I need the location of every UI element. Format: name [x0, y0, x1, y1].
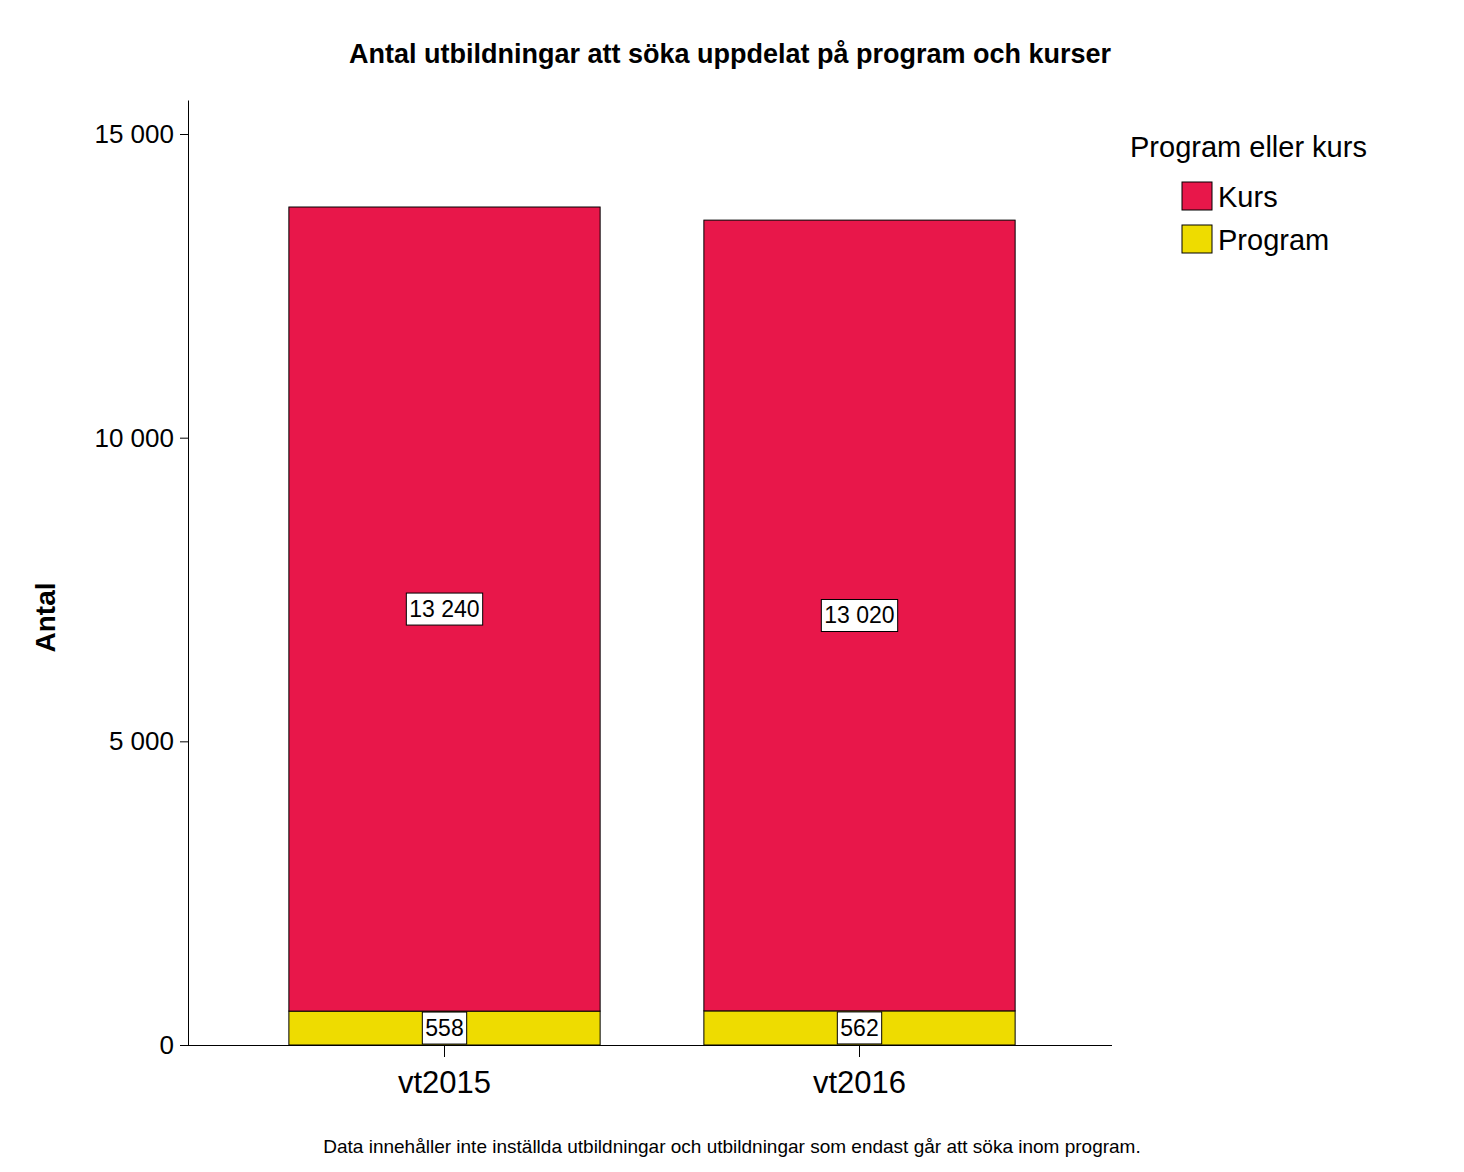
y-tick: 15 000: [94, 119, 188, 149]
x-tick-mark: [444, 1045, 445, 1057]
x-tick-label: vt2015: [398, 1065, 491, 1100]
legend-title: Program eller kurs: [1130, 131, 1367, 163]
bar: [289, 207, 600, 1011]
y-axis-title: Antal: [30, 583, 61, 653]
data-label: 562: [837, 1012, 881, 1044]
legend-label: Program: [1218, 224, 1329, 256]
data-label-box: [837, 1012, 881, 1044]
chart: Antal utbildningar att söka uppdelat på …: [0, 0, 1464, 1172]
x-axis: vt2015 vt2016: [188, 1045, 1112, 1100]
legend-swatch: [1182, 182, 1212, 210]
data-label: 558: [422, 1012, 466, 1044]
data-label-box: [422, 1012, 466, 1044]
y-tick: 10 000: [94, 422, 188, 452]
y-tick-mark: [180, 741, 188, 742]
y-tick-label: 5 000: [109, 726, 174, 756]
y-tick-label: 15 000: [94, 119, 174, 149]
y-tick-mark: [180, 134, 188, 135]
y-tick: 5 000: [109, 726, 188, 756]
legend: Program eller kurs Kurs Program: [1130, 131, 1367, 256]
footnote: Data innehåller inte inställda utbildnin…: [323, 1136, 1140, 1157]
data-label-text: 13 020: [824, 602, 894, 628]
y-tick-mark: [180, 1045, 188, 1046]
x-tick-label: vt2016: [813, 1065, 906, 1100]
legend-swatch: [1182, 225, 1212, 253]
data-label: 13 240: [406, 593, 482, 625]
data-label-box: [821, 599, 897, 631]
data-label-text: 562: [840, 1015, 878, 1041]
data-label: 13 020: [821, 599, 897, 631]
y-axis: 0 5 000 10 000 15 000: [94, 101, 188, 1060]
y-tick-mark: [180, 438, 188, 439]
title: Antal utbildningar att söka uppdelat på …: [349, 39, 1112, 69]
data-label-text: 13 240: [409, 596, 479, 622]
bar: [704, 1011, 1015, 1045]
bars: [289, 207, 1015, 1045]
legend-item: Program: [1182, 224, 1329, 256]
y-tick: 0: [160, 1030, 188, 1060]
y-tick-label: 0: [160, 1030, 174, 1060]
x-axis-line: [188, 1045, 1112, 1046]
legend-item: Kurs: [1182, 181, 1278, 213]
data-label-text: 558: [425, 1015, 463, 1041]
x-tick-mark: [859, 1045, 860, 1057]
x-tick: vt2016: [813, 1045, 906, 1100]
data-label-box: [406, 593, 482, 625]
bar: [289, 1011, 600, 1045]
legend-label: Kurs: [1218, 181, 1278, 213]
bar: [704, 220, 1015, 1011]
data-labels: 558 562 13 240 13 020: [406, 593, 897, 1044]
y-axis-line: [188, 101, 189, 1046]
x-tick: vt2015: [398, 1045, 491, 1100]
y-tick-label: 10 000: [94, 422, 174, 452]
